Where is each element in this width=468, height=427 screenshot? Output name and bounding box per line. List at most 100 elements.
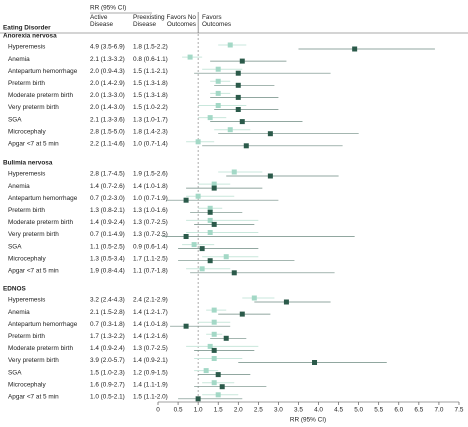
point-estimate — [227, 127, 233, 133]
value-label: 1.4 (1.2-1.6) — [133, 333, 168, 340]
point-estimate — [207, 209, 213, 215]
value-label: 1.4 (1.0-1.8) — [133, 183, 168, 190]
value-label: 0.7 (0.2-3.0) — [90, 195, 125, 202]
point-estimate — [283, 299, 289, 305]
row-label: Very preterm birth — [8, 104, 59, 111]
value-label: 1.3 (0.7-2.5) — [133, 231, 168, 238]
point-estimate — [211, 347, 217, 353]
row-label: Moderate preterm birth — [8, 345, 73, 352]
point-estimate — [235, 94, 241, 100]
x-tick-label: 0 — [156, 407, 160, 414]
point-estimate — [211, 356, 217, 361]
value-label: 1.4 (0.9-2.4) — [90, 345, 125, 352]
point-estimate — [215, 66, 221, 72]
point-estimate — [231, 270, 237, 276]
point-estimate — [211, 319, 217, 325]
point-estimate — [215, 90, 221, 96]
row-label: Hyperemesis — [8, 297, 45, 304]
value-label: 1.9 (0.8-4.4) — [90, 267, 125, 274]
row-label: Preterm birth — [8, 80, 45, 87]
column-title: RR (95% CI) — [90, 5, 126, 12]
value-label: 1.4 (1.0-1.8) — [133, 321, 168, 328]
point-estimate — [235, 82, 241, 88]
row-label: Apgar <7 at 5 min — [8, 393, 59, 400]
point-estimate — [239, 119, 245, 125]
value-label: 1.3 (0.8-2.1) — [90, 207, 125, 214]
point-estimate — [235, 70, 241, 76]
row-label: SGA — [8, 243, 22, 250]
point-estimate — [207, 343, 213, 349]
value-label: 1.6 (0.9-2.7) — [90, 381, 125, 388]
row-label: Microcephaly — [8, 381, 46, 388]
value-label: 1.1 (0.7-1.8) — [133, 267, 168, 274]
row-label: Antepartum hemorrhage — [8, 195, 78, 202]
point-estimate — [183, 234, 189, 239]
point-estimate — [211, 307, 217, 313]
value-label: 1.5 (1.0-2.3) — [90, 369, 125, 376]
point-estimate — [312, 360, 318, 365]
row-label: Hyperemesis — [8, 44, 45, 51]
row-label: Preterm birth — [8, 333, 45, 340]
group-label: Anorexia nervosa — [3, 33, 57, 40]
x-tick-label: 2.0 — [234, 407, 243, 414]
row-label: Antepartum hemorrhage — [8, 321, 78, 328]
x-tick-label: 3.5 — [294, 407, 303, 414]
point-estimate — [231, 169, 237, 175]
row-label: Moderate preterm birth — [8, 92, 73, 99]
row-label: Anemia — [8, 56, 30, 63]
point-estimate — [199, 266, 205, 272]
series-header-text: Active Disease — [90, 14, 114, 29]
value-label: 3.9 (2.0-5.7) — [90, 357, 125, 364]
point-estimate — [215, 103, 221, 108]
point-estimate — [191, 242, 197, 248]
row-label: Very preterm birth — [8, 357, 59, 364]
series-header: Active Disease — [90, 14, 114, 29]
value-label: 2.1 (1.3-3.2) — [90, 56, 125, 63]
row-label: Preterm birth — [8, 207, 45, 214]
point-estimate — [207, 230, 213, 235]
value-label: 1.4 (0.9-2.1) — [133, 357, 168, 364]
row-label: Anemia — [8, 309, 30, 316]
row-label: Apgar <7 at 5 min — [8, 140, 59, 147]
value-label: 1.0 (0.7-1.9) — [133, 195, 168, 202]
value-label: 1.0 (0.7-1.4) — [133, 140, 168, 147]
row-label: Antepartum hemorrhage — [8, 68, 78, 75]
point-estimate — [239, 58, 245, 64]
row-label: Microcephaly — [8, 128, 46, 135]
row-label: Anemia — [8, 183, 30, 190]
x-tick-label: 5.0 — [354, 407, 363, 414]
value-label: 2.4 (2.1-2.9) — [133, 297, 168, 304]
value-label: 2.8 (1.7-4.5) — [90, 171, 125, 178]
value-label: 1.9 (1.5-2.6) — [133, 171, 168, 178]
value-label: 1.5 (1.0-2.2) — [133, 104, 168, 111]
x-tick-label: 0.5 — [174, 407, 183, 414]
row-label: Microcephaly — [8, 255, 46, 262]
row-header: Eating Disorder — [3, 25, 51, 32]
value-label: 1.7 (1.1-2.5) — [133, 255, 168, 262]
value-label: 1.5 (1.3-1.8) — [133, 80, 168, 87]
row-label: Hyperemesis — [8, 171, 45, 178]
point-estimate — [195, 193, 201, 199]
x-tick-label: 6.0 — [394, 407, 403, 414]
x-tick-label: 7.5 — [455, 407, 464, 414]
favors-right-text: Favors Outcomes — [202, 14, 232, 29]
value-label: 2.1 (1.3-3.6) — [90, 116, 125, 123]
value-label: 2.0 (0.9-4.3) — [90, 68, 125, 75]
favors-left-text: Favors No Outcomes — [166, 14, 196, 29]
point-estimate — [227, 42, 233, 48]
value-label: 2.2 (1.1-4.6) — [90, 140, 125, 147]
x-tick-label: 3.0 — [274, 407, 283, 414]
value-label: 2.0 (1.4-2.9) — [90, 80, 125, 87]
group-label: EDNOS — [3, 286, 26, 293]
value-label: 1.5 (1.1-2.1) — [133, 68, 168, 75]
point-estimate — [223, 335, 229, 341]
value-label: 1.7 (1.3-2.2) — [90, 333, 125, 340]
point-estimate — [219, 384, 225, 390]
point-estimate — [207, 205, 213, 211]
value-label: 1.3 (0.7-2.5) — [133, 345, 168, 352]
value-label: 1.2 (0.9-1.5) — [133, 369, 168, 376]
point-estimate — [243, 143, 249, 149]
value-label: 2.8 (1.5-5.0) — [90, 128, 125, 135]
x-tick-label: 5.5 — [374, 407, 383, 414]
